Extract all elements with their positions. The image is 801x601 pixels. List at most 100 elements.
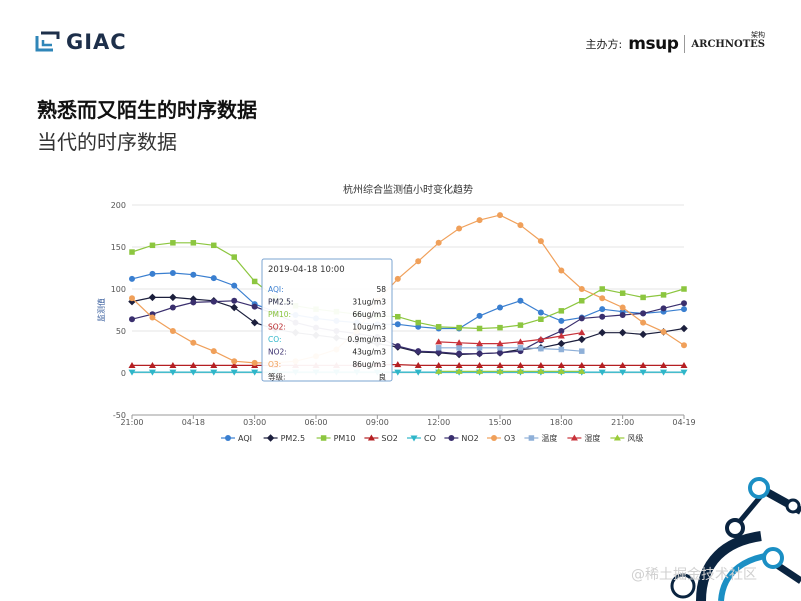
data-point-o3 [210,348,217,355]
data-point-o3 [619,304,626,311]
y-tick-label: 200 [111,201,126,210]
data-point-o3 [190,339,197,346]
data-point-pm25 [639,330,647,339]
data-point-cn28287 [578,329,586,336]
series-line-cn28201 [438,347,582,352]
data-point-no2 [210,298,217,305]
data-point-cn39118 [455,367,463,374]
tooltip-row-label: 等级: [268,372,286,382]
data-point-no2 [599,313,606,320]
data-point-pm10 [579,298,585,304]
data-point-so2 [189,361,197,368]
data-point-aqi [537,309,544,316]
data-point-cn28201 [497,345,503,351]
data-point-so2 [578,361,586,368]
data-point-so2 [169,361,177,368]
data-point-no2 [415,348,422,355]
data-point-so2 [598,361,606,368]
legend-marker [320,435,327,441]
data-point-aqi [681,306,687,313]
data-point-o3 [169,328,176,334]
legend-marker [266,434,275,442]
data-point-pm10 [395,313,401,320]
data-point-pm10 [435,324,442,330]
data-point-pm10 [170,240,176,246]
legend-item-cn39118: 风级 [610,433,643,443]
data-point-pm10 [415,319,421,326]
data-point-co [639,369,647,376]
series-so2 [128,361,688,368]
data-point-aqi [169,270,176,277]
legend-item-no2: NO2 [444,434,479,443]
tooltip-row-label: CO: [268,335,282,344]
data-point-pm25 [618,328,627,337]
data-point-so2 [496,361,504,368]
legend-marker [528,435,535,441]
legend-marker [410,435,418,442]
data-point-so2 [128,361,136,368]
series-line-pm10 [131,242,685,330]
x-tick-label: 09:00 [366,418,389,427]
tooltip-row-value: 86ug/m3 [352,360,386,369]
tooltip-row-value: 66ug/m3 [352,310,386,319]
data-point-so2 [557,361,565,368]
data-point-cn28287 [455,339,463,346]
data-point-cn28287 [557,332,565,339]
giac-logo-mark-icon [34,30,62,54]
tooltip-row-value: 43ug/m3 [352,348,386,357]
decorative-network-graphic-icon [670,477,801,601]
data-point-o3 [578,286,585,292]
data-point-pm10 [251,278,258,285]
data-point-no2 [497,349,503,356]
data-point-aqi [190,271,197,278]
y-axis-label: 监测值 [96,298,106,322]
legend-marker [570,434,578,441]
data-point-so2 [455,361,463,368]
data-point-aqi [210,275,217,282]
legend-item-pm25: PM2.5 [263,434,305,443]
data-point-pm10 [517,322,524,328]
data-point-cn28287 [516,338,524,345]
x-tick-label: 04-19 [672,418,695,427]
data-point-no2 [251,303,258,310]
y-tick-label: 50 [116,327,126,336]
archnotes-logo: 架构 ARCHNOTES [691,31,765,50]
data-point-o3 [435,239,442,246]
legend-label: 温度 [541,433,557,443]
x-tick-label: 06:00 [304,418,327,427]
data-point-o3 [537,238,544,245]
giac-logo: GIAC [34,30,127,54]
series-line-aqi [131,272,685,330]
data-point-pm25 [598,328,606,337]
data-point-pm10 [456,324,462,331]
data-point-o3 [681,342,687,349]
data-point-pm10 [599,286,605,292]
y-tick-label: 150 [111,243,126,252]
legend-label: PM2.5 [281,434,305,443]
data-point-pm10 [129,249,135,255]
legend-marker [225,435,231,441]
data-point-o3 [149,314,156,321]
series-line-so2 [132,364,684,366]
data-point-o3 [599,295,606,302]
data-point-cn28201 [579,348,585,354]
data-point-no2 [129,316,135,323]
data-point-so2 [476,361,484,368]
data-point-co [619,369,627,376]
archnotes-logo-text: ARCHNOTES [691,38,765,50]
data-point-co [660,369,668,376]
data-point-co [230,369,238,376]
chart-title: 杭州综合监测值小时变化趋势 [343,183,473,196]
legend-item-pm10: PM10 [316,434,356,443]
x-tick-label: 12:00 [427,418,450,427]
data-point-o3 [476,217,483,224]
legend-item-cn28201: 温度 [524,433,557,443]
x-tick-label: 21:00 [611,418,634,427]
legend-item-aqi: AQI [221,434,252,443]
chart-tooltip: 2019-04-18 10:00 AQI: 58 PM2.5: 31ug/m3 PM10:… [261,258,393,382]
data-point-so2 [148,361,156,368]
data-point-o3 [660,328,667,335]
data-point-o3 [251,359,258,366]
tooltip-row-value: 良 [379,372,387,382]
